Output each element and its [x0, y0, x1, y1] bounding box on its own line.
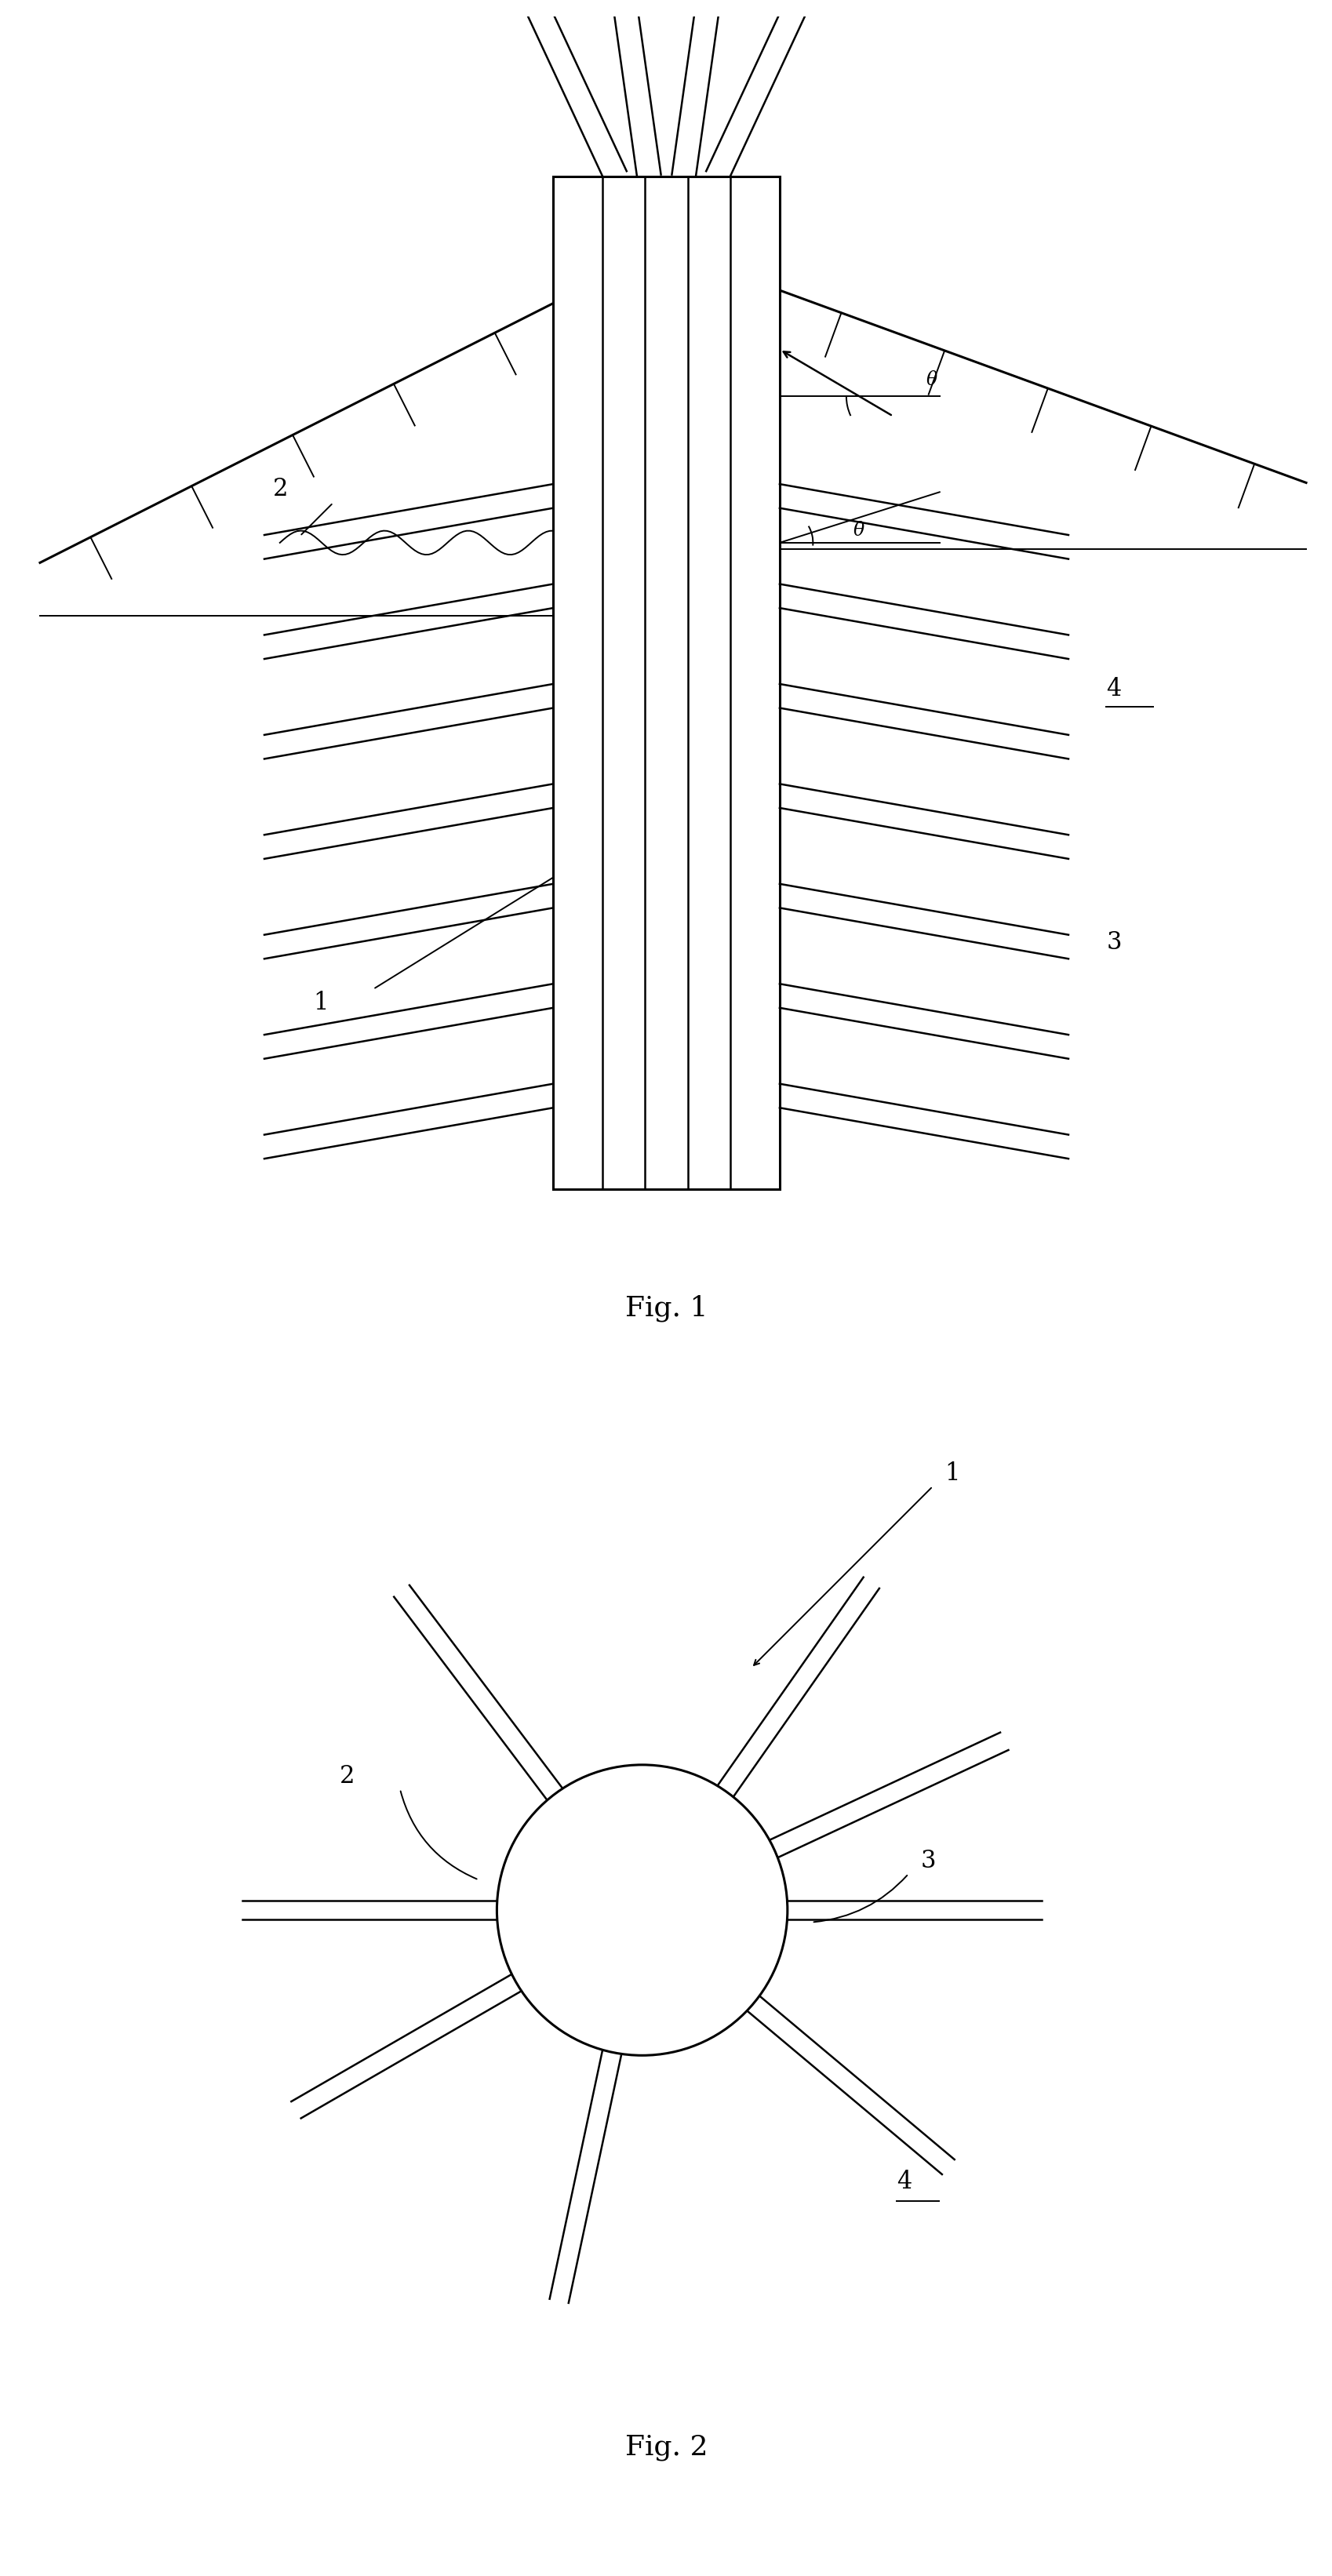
Text: 4: 4	[896, 2169, 911, 2195]
Text: 1: 1	[944, 1461, 959, 1486]
Text: θ: θ	[852, 523, 863, 541]
Text: 2: 2	[273, 477, 288, 502]
Text: Fig. 2: Fig. 2	[625, 2434, 707, 2460]
Text: 2: 2	[340, 1765, 354, 1788]
Text: θ: θ	[926, 371, 936, 389]
Circle shape	[497, 1765, 787, 2056]
Text: 3: 3	[1106, 930, 1120, 956]
Text: 1: 1	[313, 989, 328, 1015]
Text: Fig. 1: Fig. 1	[625, 1296, 707, 1321]
Text: 3: 3	[920, 1850, 935, 1873]
Bar	[553, 175, 779, 1190]
Text: 4: 4	[1106, 677, 1120, 701]
